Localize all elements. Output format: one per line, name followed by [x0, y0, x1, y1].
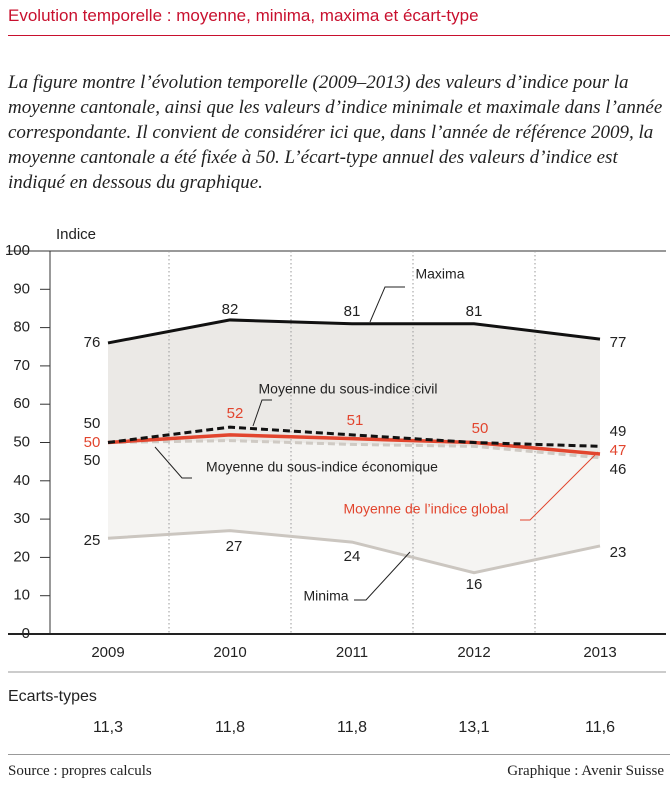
global-callout: Moyenne de l’indice global	[344, 501, 509, 517]
maxima-label-2009: 76	[84, 334, 101, 351]
global-label-2012: 50	[472, 420, 489, 437]
eco-callout: Moyenne du sous-indice économique	[206, 459, 438, 475]
y-axis-label: Indice	[56, 226, 97, 243]
y-tick-label-60: 60	[13, 395, 30, 412]
minima-label-2013: 23	[610, 544, 627, 561]
maxima-label-2011: 81	[344, 303, 361, 320]
y-tick-label-100: 100	[5, 242, 30, 259]
civil-mean-line	[107, 425, 601, 448]
std-dev-2010: 11,8	[215, 719, 245, 736]
y-tick-label-30: 30	[13, 510, 30, 527]
civil-label-2009: 50	[84, 415, 101, 432]
chart-description: La figure montre l’évolution temporelle …	[8, 72, 663, 193]
civil-callout: Moyenne du sous-indice civil	[259, 381, 438, 397]
minima-line	[107, 529, 601, 575]
minima-label-2009: 25	[84, 532, 101, 549]
minima-label-2011: 24	[344, 548, 361, 565]
maxima-label-2012: 81	[466, 303, 483, 320]
x-tick-label-2009: 2009	[91, 644, 124, 661]
y-tick-label-20: 20	[13, 548, 30, 565]
eco-mean-line	[107, 439, 601, 460]
std-dev-2009: 11,3	[93, 719, 123, 736]
eco-label-2009: 50	[84, 452, 101, 469]
title-rule	[8, 35, 670, 36]
global-mean-line	[107, 433, 601, 456]
mean-min-band	[108, 440, 600, 573]
std-dev-2011: 11,8	[337, 719, 367, 736]
maxima-line	[107, 318, 601, 345]
maxima-leader	[369, 286, 405, 323]
x-tick-label-2010: 2010	[213, 644, 246, 661]
y-tick-label-50: 50	[13, 433, 30, 450]
std-dev-title: Ecarts-types	[8, 688, 97, 705]
maxima-label-2013: 77	[610, 334, 627, 351]
minima-label-2012: 16	[466, 576, 483, 593]
maxima-callout: Maxima	[415, 266, 464, 282]
footer-rule	[8, 754, 670, 755]
eco-leader	[154, 446, 192, 479]
global-label-2010: 52	[227, 405, 244, 422]
x-tick-label-2011: 2011	[336, 644, 368, 661]
graphic-credit: Graphique : Avenir Suisse	[507, 763, 664, 779]
x-tick-label-2013: 2013	[583, 644, 616, 661]
global-label-2013: 47	[610, 442, 627, 459]
std-dev-2013: 11,6	[585, 719, 615, 736]
x-tick-label-2012: 2012	[457, 644, 490, 661]
maxima-label-2010: 82	[222, 301, 239, 318]
minima-callout: Minima	[303, 588, 348, 604]
y-tick-label-70: 70	[13, 357, 30, 374]
global-label-2011: 51	[347, 412, 364, 429]
minima-label-2010: 27	[226, 538, 243, 555]
chart-title: Evolution temporelle : moyenne, minima, …	[8, 6, 479, 25]
civil-label-2013: 49	[610, 423, 627, 440]
civil-leader	[252, 399, 272, 427]
source-note: Source : propres calculs	[8, 763, 152, 779]
y-tick-label-40: 40	[13, 472, 30, 489]
minima-leader	[354, 551, 411, 601]
global-leader	[520, 451, 599, 521]
y-tick-label-80: 80	[13, 319, 30, 336]
eco-label-2013: 46	[610, 461, 627, 478]
y-tick-label-10: 10	[13, 587, 30, 604]
std-dev-2012: 13,1	[458, 719, 490, 736]
y-tick-label-90: 90	[13, 280, 30, 297]
global-label-2009: 50	[84, 434, 101, 451]
